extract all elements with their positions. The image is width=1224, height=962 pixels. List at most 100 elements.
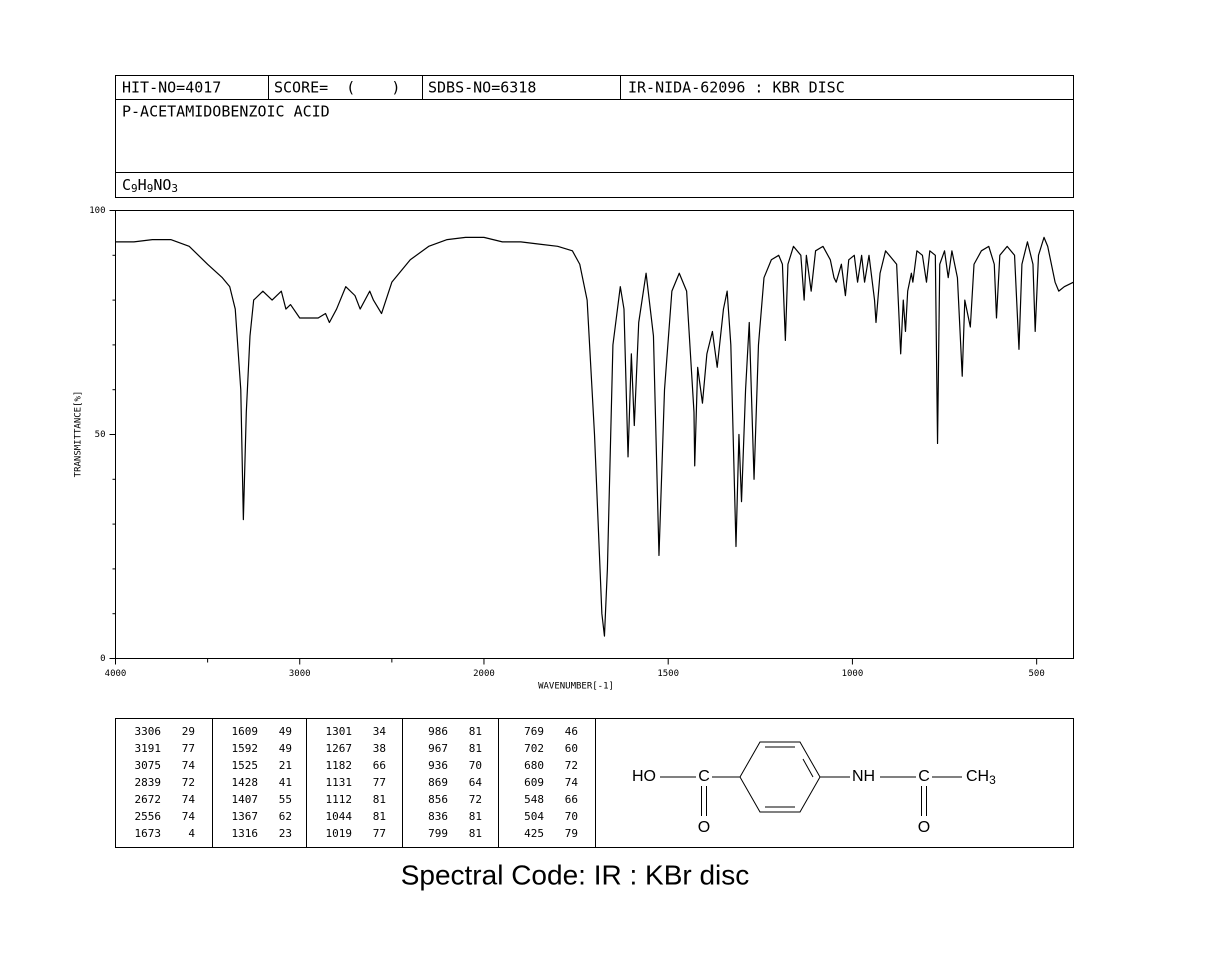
peak-wavenumber: 2839 <box>135 776 162 789</box>
score: SCORE= ( ) <box>274 79 400 97</box>
structure: HO C NH C CH3 O O <box>632 741 996 836</box>
peak-wavenumber: 1592 <box>232 742 259 755</box>
peak-intensity: 81 <box>469 742 482 755</box>
header: HIT-NO=4017 SCORE= ( ) SDBS-NO=6318 IR-N… <box>115 75 1074 198</box>
peak-wavenumber: 1609 <box>232 725 259 738</box>
y-tick-label: 50 <box>95 430 106 440</box>
peak-intensity: 23 <box>279 827 292 840</box>
peak-wavenumber: 836 <box>428 810 448 823</box>
peak-wavenumber: 1301 <box>326 725 353 738</box>
peak-wavenumber: 609 <box>524 776 544 789</box>
peak-intensity: 77 <box>373 776 386 789</box>
formula-part: NO <box>153 176 171 194</box>
atom: CH <box>966 768 989 785</box>
peak-wavenumber: 1131 <box>326 776 353 789</box>
peak-wavenumber: 702 <box>524 742 544 755</box>
peak-intensity: 29 <box>182 725 195 738</box>
peak-intensity: 81 <box>373 793 386 806</box>
peak-intensity: 4 <box>188 827 195 840</box>
peak-wavenumber: 1407 <box>232 793 259 806</box>
peak-wavenumber: 680 <box>524 759 544 772</box>
peak-intensity: 49 <box>279 742 292 755</box>
peak-wavenumber: 1182 <box>326 759 353 772</box>
caption: Spectral Code: IR : KBr disc <box>401 859 750 890</box>
peak-wavenumber: 3306 <box>135 725 162 738</box>
x-tick-label: 2000 <box>473 669 495 679</box>
header-box <box>115 75 1074 198</box>
peak-intensity: 41 <box>279 776 292 789</box>
bond <box>802 758 814 778</box>
x-tick-label: 3000 <box>289 669 311 679</box>
atom: C <box>918 768 930 785</box>
atom: O <box>698 819 710 836</box>
peak-intensity: 46 <box>565 725 578 738</box>
subscript: 3 <box>989 773 996 787</box>
formula: C9H9NO3 <box>122 176 178 196</box>
peak-intensity: 66 <box>565 793 578 806</box>
peak-wavenumber: 1316 <box>232 827 259 840</box>
peak-intensity: 70 <box>469 759 482 772</box>
peak-intensity: 60 <box>565 742 578 755</box>
y-tick-label: 100 <box>89 206 105 216</box>
y-tick-label: 0 <box>100 654 105 664</box>
peak-wavenumber: 3191 <box>135 742 162 755</box>
peak-intensity: 66 <box>373 759 386 772</box>
peak-intensity: 64 <box>469 776 483 789</box>
peak-intensity: 77 <box>373 827 386 840</box>
peak-wavenumber: 936 <box>428 759 448 772</box>
x-tick-label: 1000 <box>842 669 864 679</box>
code: IR-NIDA-62096 : KBR DISC <box>628 79 845 97</box>
peak-intensity: 72 <box>182 776 195 789</box>
hit-no: HIT-NO=4017 <box>122 79 221 97</box>
peak-wavenumber: 967 <box>428 742 448 755</box>
peak-intensity: 81 <box>469 725 482 738</box>
peak-wavenumber: 856 <box>428 793 448 806</box>
subscript: 9 <box>131 182 138 195</box>
atom: NH <box>852 768 875 785</box>
peak-wavenumber: 1673 <box>135 827 162 840</box>
peak-wavenumber: 1367 <box>232 810 259 823</box>
peak-wavenumber: 1019 <box>326 827 353 840</box>
peak-wavenumber: 769 <box>524 725 544 738</box>
spectrum-line <box>115 236 1074 637</box>
peak-wavenumber: 986 <box>428 725 448 738</box>
x-tick-label: 500 <box>1029 669 1045 679</box>
peak-wavenumber: 3075 <box>135 759 162 772</box>
peak-wavenumber: 869 <box>428 776 448 789</box>
x-tick-label: 4000 <box>105 669 127 679</box>
atom: O <box>918 819 930 836</box>
peak-wavenumber: 1044 <box>326 810 353 823</box>
peak-wavenumber: 1525 <box>232 759 259 772</box>
peak-intensity: 81 <box>373 810 386 823</box>
peak-intensity: 74 <box>182 793 196 806</box>
subscript: 3 <box>171 182 178 195</box>
peak-wavenumber: 1428 <box>232 776 259 789</box>
peak-intensity: 21 <box>279 759 292 772</box>
compound-name: P-ACETAMIDOBENZOIC ACID <box>122 103 330 121</box>
table-box <box>115 718 1074 848</box>
peak-wavenumber: 799 <box>428 827 448 840</box>
peak-intensity: 81 <box>469 810 482 823</box>
atom: C <box>698 768 710 785</box>
peak-intensity: 77 <box>182 742 195 755</box>
peak-intensity: 70 <box>565 810 578 823</box>
peak-intensity: 34 <box>373 725 387 738</box>
peak-intensity: 74 <box>565 776 579 789</box>
peak-intensity: 72 <box>565 759 578 772</box>
peak-wavenumber: 548 <box>524 793 544 806</box>
peak-intensity: 49 <box>279 725 292 738</box>
peak-intensity: 74 <box>182 759 196 772</box>
peak-wavenumber: 2556 <box>135 810 162 823</box>
y-axis-label: TRANSMITTANCE[%] <box>74 391 84 478</box>
peak-intensity: 55 <box>279 793 292 806</box>
peak-wavenumber: 2672 <box>135 793 162 806</box>
peak-wavenumber: 425 <box>524 827 544 840</box>
x-tick-label: 1500 <box>657 669 679 679</box>
ring <box>739 741 821 813</box>
peak-wavenumber: 1112 <box>326 793 353 806</box>
peak-intensity: 81 <box>469 827 482 840</box>
peak-intensity: 79 <box>565 827 578 840</box>
atom: HO <box>632 768 656 785</box>
x-axis-label: WAVENUMBER[-1] <box>538 682 614 692</box>
